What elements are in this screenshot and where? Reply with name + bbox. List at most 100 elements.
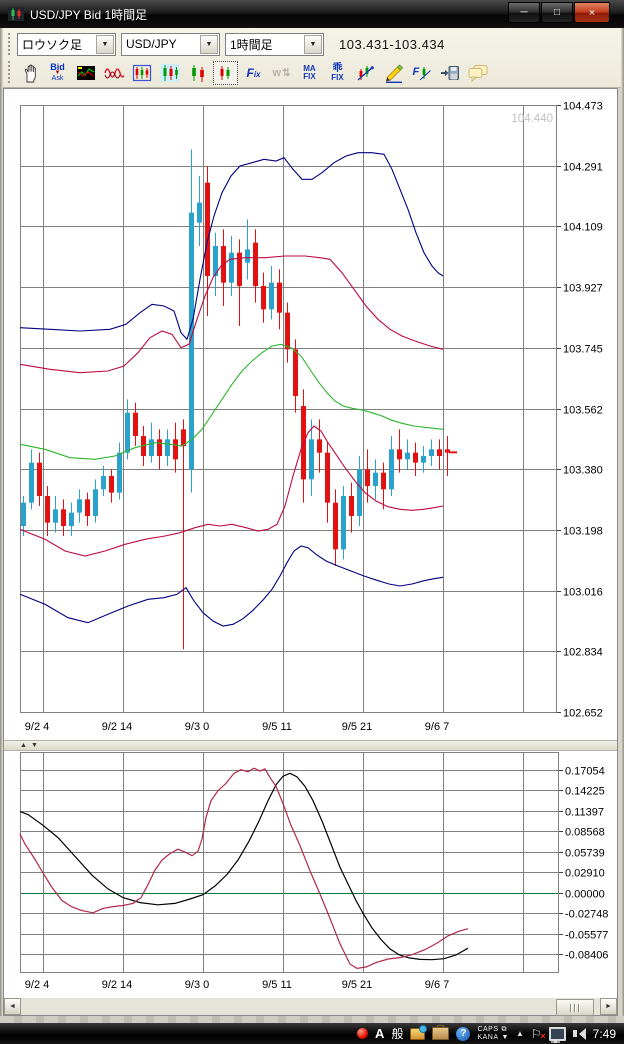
symbol-value: USD/JPY <box>126 37 177 51</box>
oscillator-axis-label: 0.05739 <box>565 848 605 860</box>
oscillator-axis-label: 0.00000 <box>565 889 605 901</box>
candle <box>357 469 362 516</box>
candle <box>381 472 386 490</box>
save-template-icon[interactable] <box>437 61 462 85</box>
comment-icon[interactable] <box>465 61 490 85</box>
oscillator-axis-label: -0.08406 <box>565 950 608 962</box>
candle <box>405 452 410 460</box>
window-left-frame <box>0 28 3 1016</box>
close-button[interactable]: × <box>574 2 610 23</box>
chevron-down-icon[interactable]: ▼ <box>200 34 218 54</box>
splitter-up-icon[interactable]: ▲ <box>20 742 27 749</box>
candle <box>53 509 58 523</box>
candle <box>317 439 322 453</box>
horizontal-scrollbar[interactable]: ◄ ► <box>4 998 617 1016</box>
notification-ball-icon[interactable] <box>357 1028 369 1039</box>
ohlc-frame-icon[interactable] <box>129 61 154 85</box>
scroll-right-icon[interactable]: ► <box>600 998 617 1015</box>
pan-hand-icon[interactable] <box>17 61 42 85</box>
candles-active-icon[interactable] <box>213 61 238 85</box>
price-axis-label: 102.652 <box>563 708 603 720</box>
candle <box>389 449 394 490</box>
oscillator-axis-label: 0.11397 <box>565 807 604 819</box>
price-axis-label: 104.291 <box>563 162 603 174</box>
candle <box>277 282 282 313</box>
candle <box>213 246 218 276</box>
candle <box>45 496 50 523</box>
candle <box>165 439 170 456</box>
width-adjust-icon[interactable]: w ⇅ <box>272 67 291 79</box>
ime-direct-input[interactable]: A <box>375 1026 385 1041</box>
taskbar-clock[interactable]: 7:49 <box>592 1026 616 1041</box>
price-axis-label: 102.834 <box>563 647 603 659</box>
line-chart-icon[interactable] <box>101 61 126 85</box>
svg-text:F: F <box>412 66 419 78</box>
splitter-down-icon[interactable]: ▼ <box>30 742 38 749</box>
chevron-down-icon[interactable]: ▼ <box>96 34 114 54</box>
ime-tools-icon[interactable] <box>432 1025 450 1040</box>
candle <box>101 476 106 490</box>
help-icon[interactable]: ? <box>456 1026 471 1041</box>
fix-icon[interactable]: Fix <box>246 66 261 80</box>
app-icon <box>8 7 24 21</box>
candle <box>309 439 314 480</box>
toolbar-grip[interactable] <box>8 33 13 55</box>
panel-splitter[interactable]: ▲ ▼ <box>4 740 617 751</box>
bid-ask-icon[interactable]: Bid ▼ Ask <box>50 62 65 83</box>
ma-fix-icon[interactable]: MA FIX <box>303 64 316 81</box>
band-green-mid <box>19 343 444 460</box>
kairi-fix-icon[interactable]: 乖 FIX <box>331 63 344 82</box>
bid-ask-quote: 103.431-103.434 <box>339 36 445 52</box>
candle <box>109 476 114 493</box>
oscillator-line-macd <box>19 772 469 961</box>
oscillator-axis-label: 0.14225 <box>565 786 605 798</box>
candles-highlight-icon[interactable] <box>157 61 182 85</box>
symbol-select[interactable]: USD/JPY ▼ <box>121 32 220 56</box>
time-axis-label: 9/5 11 <box>262 979 292 991</box>
time-axis-label: 9/5 11 <box>262 721 292 733</box>
chart-plot[interactable]: 104.473 104.291 104.109 103.927 103.745 103.5… <box>0 0 624 1016</box>
caps-kana-indicator[interactable]: CAPS ⧉ KANA ▼ <box>477 1025 509 1041</box>
candle <box>293 349 298 396</box>
band-navy-upper <box>19 152 444 341</box>
ime-pad-icon[interactable] <box>410 1024 428 1040</box>
chart-type-select[interactable]: ロウソク足 ▼ <box>17 32 116 56</box>
chart-window-icon[interactable] <box>73 61 98 85</box>
high-price-marker: 104.440 <box>511 113 553 125</box>
scrollbar-thumb[interactable] <box>556 999 594 1016</box>
draw-pencil-icon[interactable] <box>381 61 406 85</box>
candle <box>173 439 178 460</box>
candle <box>77 499 82 513</box>
candle <box>413 452 418 463</box>
band-crimson-upper <box>19 255 444 374</box>
timeframe-select[interactable]: 1時間足 ▼ <box>225 32 324 56</box>
scroll-left-icon[interactable]: ◄ <box>4 998 21 1015</box>
candle <box>29 462 34 503</box>
candle <box>117 452 122 493</box>
candle <box>429 449 434 456</box>
volume-icon[interactable] <box>572 1027 586 1040</box>
trend-candles-icon[interactable] <box>353 61 378 85</box>
network-icon[interactable] <box>548 1026 566 1043</box>
ime-mode[interactable]: 般 <box>391 1027 404 1041</box>
candle <box>69 512 74 526</box>
toolbar-grip2[interactable] <box>8 61 13 83</box>
candles-icon[interactable] <box>185 61 210 85</box>
fibonacci-icon[interactable]: F <box>409 61 434 85</box>
candle <box>21 502 26 526</box>
candle <box>437 449 442 456</box>
maximize-button[interactable]: □ <box>541 2 573 23</box>
minimize-button[interactable]: ─ <box>508 2 540 23</box>
time-axis-label: 9/6 7 <box>425 979 449 991</box>
candle <box>61 509 66 526</box>
taskbar[interactable]: A 般 ? CAPS ⧉ KANA ▼ ▲ ⚐ × 7:49 <box>0 1023 624 1044</box>
oscillator-axis-label: -0.02748 <box>565 909 608 921</box>
candle <box>245 249 250 263</box>
show-hidden-icons[interactable]: ▲ <box>515 1029 524 1038</box>
action-center-icon[interactable]: ⚐ × <box>530 1026 546 1041</box>
candle <box>373 472 378 486</box>
chevron-down-icon[interactable]: ▼ <box>304 34 322 54</box>
time-axis-label: 9/5 21 <box>342 979 373 991</box>
window-title: USD/JPY Bid 1時間足 <box>30 7 148 22</box>
price-axis-label: 103.562 <box>563 405 603 417</box>
